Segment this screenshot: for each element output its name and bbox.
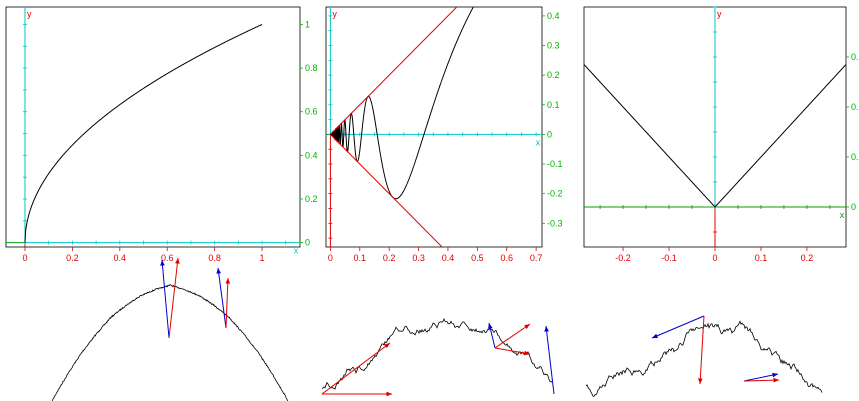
x-tick-label: 1	[260, 253, 265, 263]
vector-arrow	[225, 277, 229, 329]
series-line	[330, 7, 458, 135]
x-tick-label: 0	[712, 253, 717, 263]
y-tick-label: 0.1	[547, 100, 560, 110]
x-tick-label: 0.2	[66, 253, 79, 263]
x-tick-label: 0.6	[161, 253, 174, 263]
arrow-head	[386, 391, 392, 397]
arrow-head	[524, 324, 530, 330]
y-tick-label: 0.3	[547, 41, 560, 51]
series-line	[584, 64, 846, 208]
vector-arrow	[494, 347, 531, 355]
vector-arrow	[321, 342, 391, 395]
bottom-illustrations	[51, 257, 823, 401]
y-tick-label: 1	[305, 19, 310, 29]
arrow-head	[773, 377, 779, 383]
y-tick-label: 0	[305, 238, 310, 248]
x-tick-label: 0.1	[755, 253, 768, 263]
x-tick-label: 0.3	[412, 253, 425, 263]
vector-arrow	[161, 259, 170, 339]
vector-arrow	[494, 323, 531, 349]
y-tick-label: 0.6	[305, 107, 318, 117]
x-tick-label: 0	[22, 253, 27, 263]
x-tick-label: -0.1	[661, 253, 677, 263]
x-axis-label: x	[840, 210, 845, 220]
y-tick-label: 0.1	[851, 152, 859, 162]
x-axis-label: x	[294, 246, 299, 256]
vector-arrow	[699, 315, 705, 385]
arrow-head	[175, 258, 180, 264]
y-tick-label: 0.8	[305, 63, 318, 73]
y-tick-label: 0.3	[851, 52, 859, 62]
fractal-arch	[51, 284, 289, 401]
y-tick-label: -0.2	[547, 189, 563, 199]
panel-sqrt: 0 0.2 0.4 0.6 0.8 1 0 0.2 0.4 0.6 0.8 1 x y	[5, 6, 318, 263]
y-tick-label: 0	[547, 129, 552, 139]
arrow-head	[160, 260, 165, 266]
x-tick-label: 0.2	[801, 253, 814, 263]
x-tick-label: 0	[328, 253, 333, 263]
plot-frame	[5, 6, 301, 248]
plot-frame	[325, 6, 543, 248]
y-tick-label: -0.1	[547, 159, 563, 169]
y-axis-label: y	[332, 9, 337, 19]
arrow-head	[524, 350, 530, 356]
x-tick-label: 0.1	[354, 253, 367, 263]
y-tick-label: -0.3	[547, 218, 563, 228]
arrow-head	[544, 326, 549, 332]
arrow-head	[384, 343, 390, 349]
x-tick-label: 0.6	[500, 253, 513, 263]
series-line	[330, 134, 443, 247]
y-axis-label: y	[717, 9, 722, 19]
series-line	[329, 7, 474, 200]
x-tick-label: 0.8	[208, 253, 221, 263]
x-tick-label: 0.4	[442, 253, 455, 263]
vector-arrow	[743, 379, 780, 382]
y-tick-label: 0	[851, 202, 856, 212]
x-tick-label: 0.5	[471, 253, 484, 263]
vector-arrow	[545, 325, 555, 395]
vector-arrow	[651, 315, 705, 339]
arrow-head	[772, 372, 778, 378]
vector-arrow	[168, 257, 179, 339]
arrow-head	[697, 378, 703, 384]
x-axis-label: x	[536, 137, 541, 147]
x-tick-label: -0.2	[615, 253, 631, 263]
y-tick-label: 0.4	[547, 11, 560, 21]
x-tick-label: 0.4	[114, 253, 127, 263]
x-tick-label: 0.2	[383, 253, 396, 263]
arrow-head	[225, 278, 231, 284]
panel-x-sin-inverse: 0 0.1 0.2 0.3 0.4 0.5 0.6 0.7 -0.3 -0.2 -0.1 0 0.1 0.…	[325, 6, 563, 263]
arrow-head	[216, 268, 222, 274]
x-tick-label: 0.7	[530, 253, 543, 263]
y-tick-label: 0.2	[851, 102, 859, 112]
random-path-middle	[321, 318, 553, 390]
series-line	[24, 23, 263, 243]
random-path-right	[585, 320, 823, 397]
vector-arrow	[743, 373, 779, 382]
arrow-head	[652, 333, 658, 338]
panel-abs: -0.2 -0.1 0 0.1 0.2 0 0.1 0.2 0.3 x y	[583, 6, 859, 263]
vector-arrow	[217, 267, 227, 329]
y-tick-label: 0.2	[305, 194, 318, 204]
y-axis-label: y	[27, 9, 32, 19]
y-tick-label: 0.2	[547, 70, 560, 80]
y-tick-label: 0.4	[305, 150, 318, 160]
arrow-head	[488, 323, 493, 329]
